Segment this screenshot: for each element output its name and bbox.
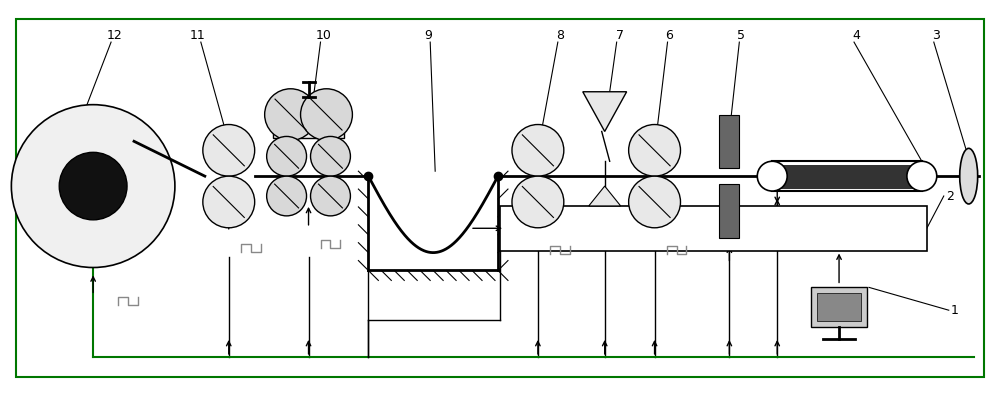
Circle shape <box>203 176 255 228</box>
Text: 5: 5 <box>737 29 745 42</box>
Ellipse shape <box>960 148 978 204</box>
Circle shape <box>11 105 175 268</box>
Circle shape <box>203 124 255 176</box>
Circle shape <box>512 176 564 228</box>
Circle shape <box>311 176 350 216</box>
Bar <box>273 97 344 139</box>
Text: 4: 4 <box>852 29 860 42</box>
Text: 10: 10 <box>316 29 331 42</box>
Bar <box>772 165 922 189</box>
Circle shape <box>512 124 564 176</box>
Circle shape <box>265 89 317 141</box>
Text: 12: 12 <box>106 29 122 42</box>
Bar <box>811 287 867 327</box>
Text: 9: 9 <box>424 29 432 42</box>
Text: 6: 6 <box>666 29 673 42</box>
Text: 3: 3 <box>932 29 940 42</box>
Circle shape <box>59 152 127 220</box>
Circle shape <box>267 137 307 176</box>
Circle shape <box>629 124 680 176</box>
Circle shape <box>311 137 350 176</box>
Polygon shape <box>583 92 627 131</box>
Text: 7: 7 <box>616 29 624 42</box>
Bar <box>817 293 861 321</box>
Circle shape <box>907 161 937 191</box>
Circle shape <box>757 161 787 191</box>
Circle shape <box>629 176 680 228</box>
Text: 11: 11 <box>190 29 206 42</box>
Circle shape <box>301 89 352 141</box>
Bar <box>500 206 927 251</box>
Text: 1: 1 <box>951 304 959 317</box>
Circle shape <box>267 176 307 216</box>
Polygon shape <box>589 186 621 206</box>
Text: 8: 8 <box>556 29 564 42</box>
Polygon shape <box>719 184 739 238</box>
Polygon shape <box>719 114 739 168</box>
Text: 2: 2 <box>946 190 954 202</box>
